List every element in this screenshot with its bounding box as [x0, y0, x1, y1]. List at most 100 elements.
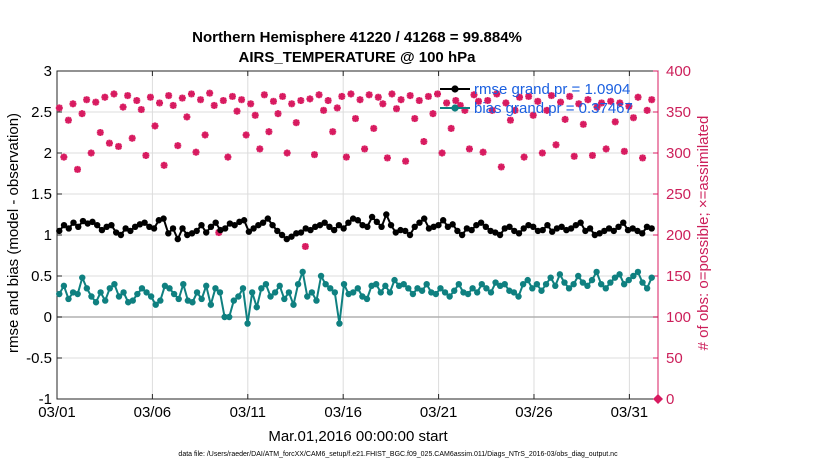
bias-point [386, 289, 394, 296]
bias-point [180, 281, 187, 288]
bias-point [432, 290, 440, 298]
obs-point-d2 [466, 145, 473, 153]
rmse-point [297, 229, 305, 236]
obs-point [87, 149, 95, 157]
obs-point [178, 94, 186, 102]
obs-point [397, 96, 405, 104]
bias-point [262, 281, 270, 288]
bias-point [648, 274, 655, 281]
bias-point [170, 290, 178, 298]
obs-point [561, 115, 569, 123]
obs-point-d2 [147, 93, 154, 101]
obs-point [151, 122, 159, 130]
bias-point [588, 276, 596, 284]
obs-point-d2 [643, 107, 651, 114]
bias-point [469, 285, 476, 292]
bias-point [248, 289, 256, 296]
bias-point [515, 293, 522, 300]
obs-point [269, 97, 277, 105]
rmse-point [620, 219, 627, 226]
obs-point-d2 [370, 125, 378, 132]
bias-point [56, 290, 63, 298]
bias-point [538, 287, 545, 294]
obs-point [502, 99, 510, 107]
obs-point-d2 [397, 96, 405, 104]
obs-point [552, 141, 560, 149]
bias-point [556, 271, 564, 278]
obs-point [197, 96, 205, 104]
bias-point [542, 281, 550, 288]
obs-point-d2 [602, 145, 610, 153]
rmse-point [492, 229, 499, 236]
rmse-point [648, 225, 655, 232]
obs-point-d2 [584, 96, 592, 104]
obs-point [137, 106, 145, 114]
bias-point [377, 289, 384, 296]
bias-point [634, 268, 642, 276]
bias-point [616, 271, 623, 278]
obs-point-d2 [625, 102, 633, 110]
rmse-point [534, 227, 542, 235]
rmse-point [615, 223, 622, 230]
obs-point-d2 [60, 153, 68, 161]
obs-point-d2 [96, 129, 104, 136]
obs-point [497, 163, 505, 171]
rmse-point [586, 225, 594, 232]
obs-point [438, 149, 446, 157]
obs-point-d2 [183, 113, 191, 121]
bias-point [92, 299, 100, 306]
obs-point [625, 102, 633, 110]
obs-point [274, 110, 282, 118]
bias-point [625, 276, 632, 284]
obs-point [393, 105, 401, 113]
obs-point-d2 [311, 151, 318, 158]
obs-point [192, 148, 200, 156]
rmse-point [577, 219, 584, 226]
obs-point-d2 [128, 134, 136, 142]
rmse-point [572, 221, 580, 229]
rmse-point [188, 230, 196, 237]
obs-point-d2 [233, 107, 241, 115]
obs-point-d2 [142, 152, 150, 159]
x-tick-label: 03/06 [134, 404, 172, 421]
bias-point [317, 272, 325, 280]
rmse-point [264, 215, 272, 222]
legend-entry-bias: bias grand pr = 0.37467 [440, 100, 633, 117]
bias-point [226, 313, 233, 321]
rmse-point [378, 223, 385, 230]
bias-point [65, 295, 72, 303]
obs-point-d2 [302, 243, 309, 250]
obs-point [310, 151, 318, 159]
obs-point-d2 [420, 138, 428, 145]
obs-point [406, 92, 414, 100]
bias-point [400, 281, 407, 288]
obs-point [165, 92, 173, 100]
obs-point [383, 154, 391, 162]
bias-point [464, 290, 472, 298]
y2-tick-label: 50 [666, 350, 683, 367]
rmse-point [601, 227, 608, 235]
obs-point [83, 96, 91, 104]
obs-point-d2 [179, 94, 186, 102]
y-tick-label: 3 [44, 63, 52, 80]
possible-obs-marker [653, 394, 663, 404]
bias-point [253, 303, 260, 311]
bias-point [455, 281, 463, 288]
obs-point-d2 [520, 153, 528, 161]
y2-tick-label: 150 [666, 268, 691, 285]
obs-point-d2 [479, 148, 487, 156]
bias-point [620, 281, 628, 288]
rmse-point [169, 225, 177, 232]
obs-point-d2 [283, 149, 291, 157]
obs-point [64, 116, 72, 124]
obs-point-d2 [452, 97, 460, 104]
obs-point-d2 [634, 93, 642, 101]
bias-point [106, 285, 114, 292]
obs-point-d2 [543, 107, 551, 114]
bias-point [441, 289, 449, 296]
obs-point [475, 97, 483, 105]
bias-point [129, 297, 136, 304]
rmse-point [193, 227, 200, 235]
rmse-point [231, 221, 238, 229]
obs-point-d2 [361, 145, 368, 153]
